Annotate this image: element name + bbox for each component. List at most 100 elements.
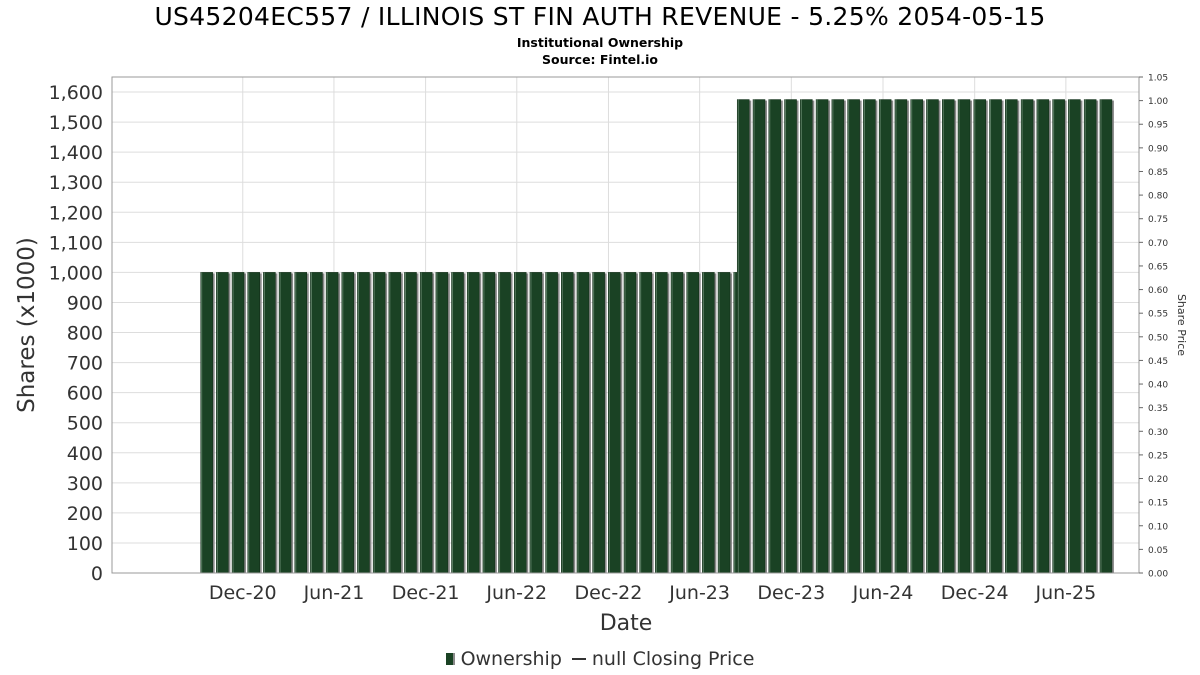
x-tick-label: Jun-24	[852, 582, 914, 604]
y2-tick-label: 0.70	[1148, 239, 1168, 249]
x-axis-ticks: Dec-20 Jun-21 Dec-21 Jun-22 Dec-22 Jun-23 Dec-…	[209, 582, 1096, 604]
y-axis-label: Shares (x1000)	[14, 237, 40, 413]
y-tick-label: 1,000	[49, 262, 103, 284]
ownership-bar	[702, 272, 715, 574]
ownership-bars	[200, 99, 1114, 574]
ownership-bar	[1020, 99, 1034, 574]
y-tick-label: 100	[67, 533, 103, 555]
x-tick-label: Dec-23	[757, 582, 825, 604]
y2-axis-ticks: 0.00 0.05 0.10 0.15 0.20 0.25 0.30 0.35 0.40 0.45…	[1139, 74, 1168, 580]
x-tick-label: Dec-20	[209, 582, 277, 604]
ownership-bar	[388, 272, 402, 574]
x-tick-label: Jun-23	[668, 582, 730, 604]
ownership-bar	[784, 99, 797, 574]
ownership-legend-swatch	[445, 653, 455, 665]
y2-tick-label: 0.75	[1148, 215, 1168, 225]
ownership-bar	[1052, 99, 1065, 574]
ownership-bar	[325, 272, 339, 574]
ownership-bar	[576, 272, 590, 574]
ownership-bar	[926, 99, 939, 574]
ownership-bar	[231, 272, 245, 574]
y2-tick-label: 0.15	[1148, 499, 1168, 509]
ownership-bar	[878, 99, 892, 574]
ownership-bar	[941, 99, 955, 574]
chart-source: Source: Fintel.io	[542, 52, 658, 67]
ownership-bar	[815, 99, 829, 574]
ownership-bar	[686, 272, 699, 574]
ownership-bar	[263, 272, 276, 574]
ownership-bar	[800, 99, 813, 574]
ownership-bar	[910, 99, 923, 574]
ownership-bar	[863, 99, 876, 574]
y-tick-label: 1,500	[49, 112, 103, 134]
ownership-bar	[670, 272, 684, 574]
ownership-legend-label: Ownership	[460, 648, 562, 670]
y-tick-label: 1,300	[49, 172, 103, 194]
ownership-bar	[498, 272, 511, 574]
price-legend-label: null Closing Price	[591, 648, 755, 670]
y2-tick-label: 0.60	[1148, 286, 1168, 296]
y2-axis-label: Share Price	[1175, 294, 1188, 356]
ownership-bar	[310, 272, 323, 574]
y-tick-label: 1,200	[49, 202, 103, 224]
legend: Ownership null Closing Price	[0, 648, 1200, 670]
y-tick-label: 800	[67, 323, 103, 345]
ownership-bar	[216, 272, 229, 574]
ownership-bar	[847, 99, 860, 574]
y2-tick-label: 0.20	[1148, 475, 1168, 485]
y-tick-label: 900	[67, 292, 103, 314]
ownership-bar	[592, 272, 605, 574]
y2-tick-label: 0.10	[1148, 522, 1168, 532]
ownership-bar	[513, 272, 527, 574]
ownership-bar	[482, 272, 496, 574]
ownership-bar	[294, 272, 307, 574]
y2-tick-label: 0.65	[1148, 262, 1168, 272]
y2-tick-label: 0.90	[1148, 144, 1168, 154]
ownership-bar	[768, 99, 782, 574]
y2-tick-label: 0.95	[1148, 121, 1168, 131]
chart-subtitle: Institutional Ownership	[516, 35, 684, 50]
y-tick-label: 200	[67, 503, 103, 525]
ownership-bar	[989, 99, 1002, 574]
ownership-bar	[973, 99, 987, 574]
y2-tick-label: 0.00	[1148, 570, 1168, 580]
ownership-bar	[341, 272, 355, 574]
ownership-bar	[608, 272, 621, 574]
ownership-bar	[752, 99, 766, 574]
price-legend-line	[571, 658, 586, 660]
y-axis-ticks: 0 100 200 300 400 500 600 700 800 900 1,000 1,100 1,…	[49, 82, 103, 585]
ownership-bar	[1099, 99, 1113, 574]
ownership-bar	[957, 99, 971, 574]
x-tick-label: Jun-22	[485, 582, 547, 604]
ownership-bar	[404, 272, 417, 574]
x-tick-label: Jun-25	[1034, 582, 1096, 604]
ownership-bar	[419, 272, 433, 574]
y2-tick-label: 0.45	[1148, 357, 1168, 367]
y2-tick-label: 0.85	[1148, 168, 1168, 178]
ownership-bar	[639, 272, 652, 574]
y-tick-label: 600	[67, 383, 103, 405]
ownership-bar	[894, 99, 908, 574]
y2-tick-label: 0.55	[1148, 310, 1168, 320]
y2-tick-label: 1.05	[1148, 74, 1168, 84]
ownership-bar	[1036, 99, 1050, 574]
x-tick-label: Dec-24	[941, 582, 1009, 604]
x-tick-label: Dec-21	[392, 582, 460, 604]
ownership-bar	[247, 272, 260, 574]
ownership-bar	[1005, 99, 1018, 574]
y2-tick-label: 0.30	[1148, 428, 1168, 438]
y2-tick-label: 1.00	[1148, 97, 1168, 107]
chart-title: US45204EC557 / ILLINOIS ST FIN AUTH REVE…	[154, 2, 1046, 31]
ownership-bar	[451, 272, 464, 574]
y-tick-label: 700	[67, 353, 103, 375]
ownership-bar	[736, 99, 750, 574]
ownership-bar	[357, 272, 370, 574]
y-tick-label: 500	[67, 413, 103, 435]
y2-tick-label: 0.25	[1148, 451, 1168, 461]
ownership-bar	[717, 272, 731, 574]
ownership-bar	[1083, 99, 1097, 574]
ownership-bar	[200, 272, 213, 574]
y2-tick-label: 0.35	[1148, 404, 1168, 414]
y-tick-label: 1,400	[49, 142, 103, 164]
y-tick-label: 0	[91, 563, 103, 585]
